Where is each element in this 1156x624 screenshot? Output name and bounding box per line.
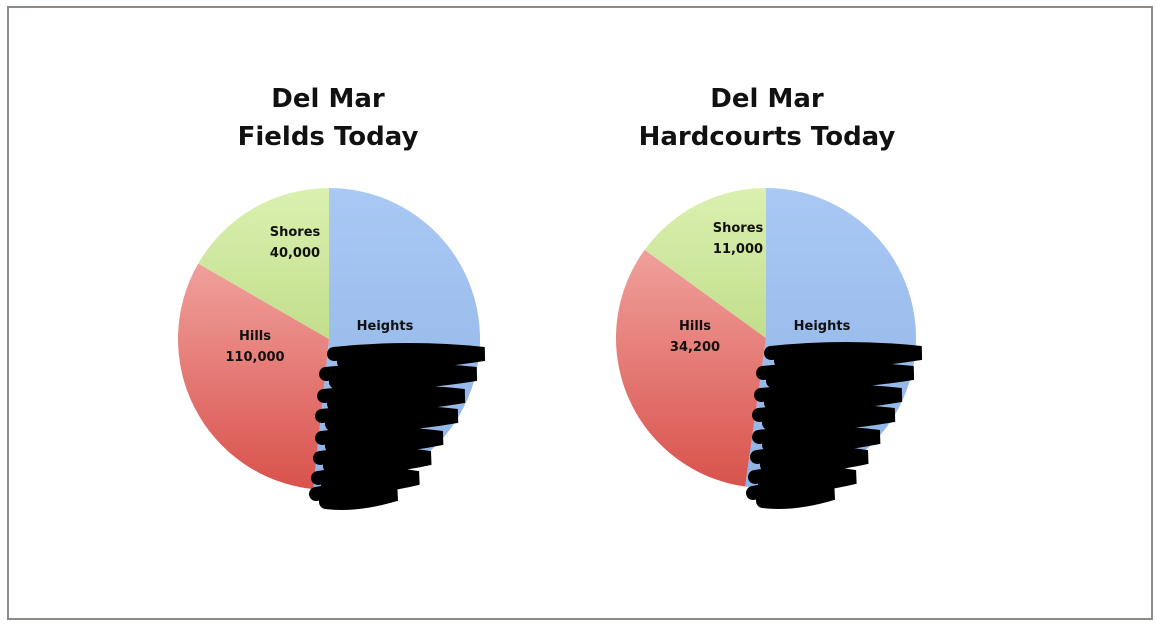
pie-slice-hills — [615, 249, 766, 487]
redaction-stroke — [315, 405, 459, 432]
redaction-stroke — [315, 427, 444, 454]
redaction-stroke — [750, 446, 869, 473]
redaction-stroke — [752, 426, 881, 453]
slice-value-hills: 110,000 — [225, 350, 284, 365]
redaction-stroke — [319, 363, 478, 390]
redaction-scribble — [309, 343, 486, 510]
redaction-stroke — [756, 362, 915, 389]
pie-slice-shores — [644, 188, 766, 338]
redaction-stroke — [746, 482, 836, 509]
slice-label-heights: Heights — [794, 319, 851, 334]
pie-fields: Heights Hills 110,000 Shores 40,000 — [177, 188, 486, 510]
redaction-scribble — [746, 342, 923, 509]
redaction-stroke — [754, 384, 903, 411]
pie-slice-hills — [177, 263, 329, 490]
slice-label-heights: Heights — [357, 319, 414, 334]
slice-label-shores: Shores — [270, 225, 321, 240]
chart-title-hardcourts: Del Mar Hardcourts Today — [638, 84, 896, 152]
slice-label-shores: Shores — [713, 221, 764, 236]
slice-value-shores: 11,000 — [713, 242, 763, 257]
redaction-stroke — [752, 404, 896, 431]
pie-slice-shores — [198, 188, 329, 339]
slice-value-shores: 40,000 — [270, 246, 320, 261]
slice-label-hills: Hills — [239, 329, 271, 344]
redaction-stroke — [327, 343, 486, 370]
redaction-stroke — [317, 385, 466, 412]
slice-value-hills: 34,200 — [670, 340, 720, 355]
slice-label-hills: Hills — [679, 319, 711, 334]
redaction-stroke — [313, 447, 432, 474]
redaction-stroke — [764, 342, 923, 369]
redaction-stroke — [309, 483, 399, 510]
chart-title-fields: Del Mar Fields Today — [237, 84, 419, 152]
pie-hardcourts: Heights Hills 34,200 Shores 11,000 — [615, 188, 923, 509]
